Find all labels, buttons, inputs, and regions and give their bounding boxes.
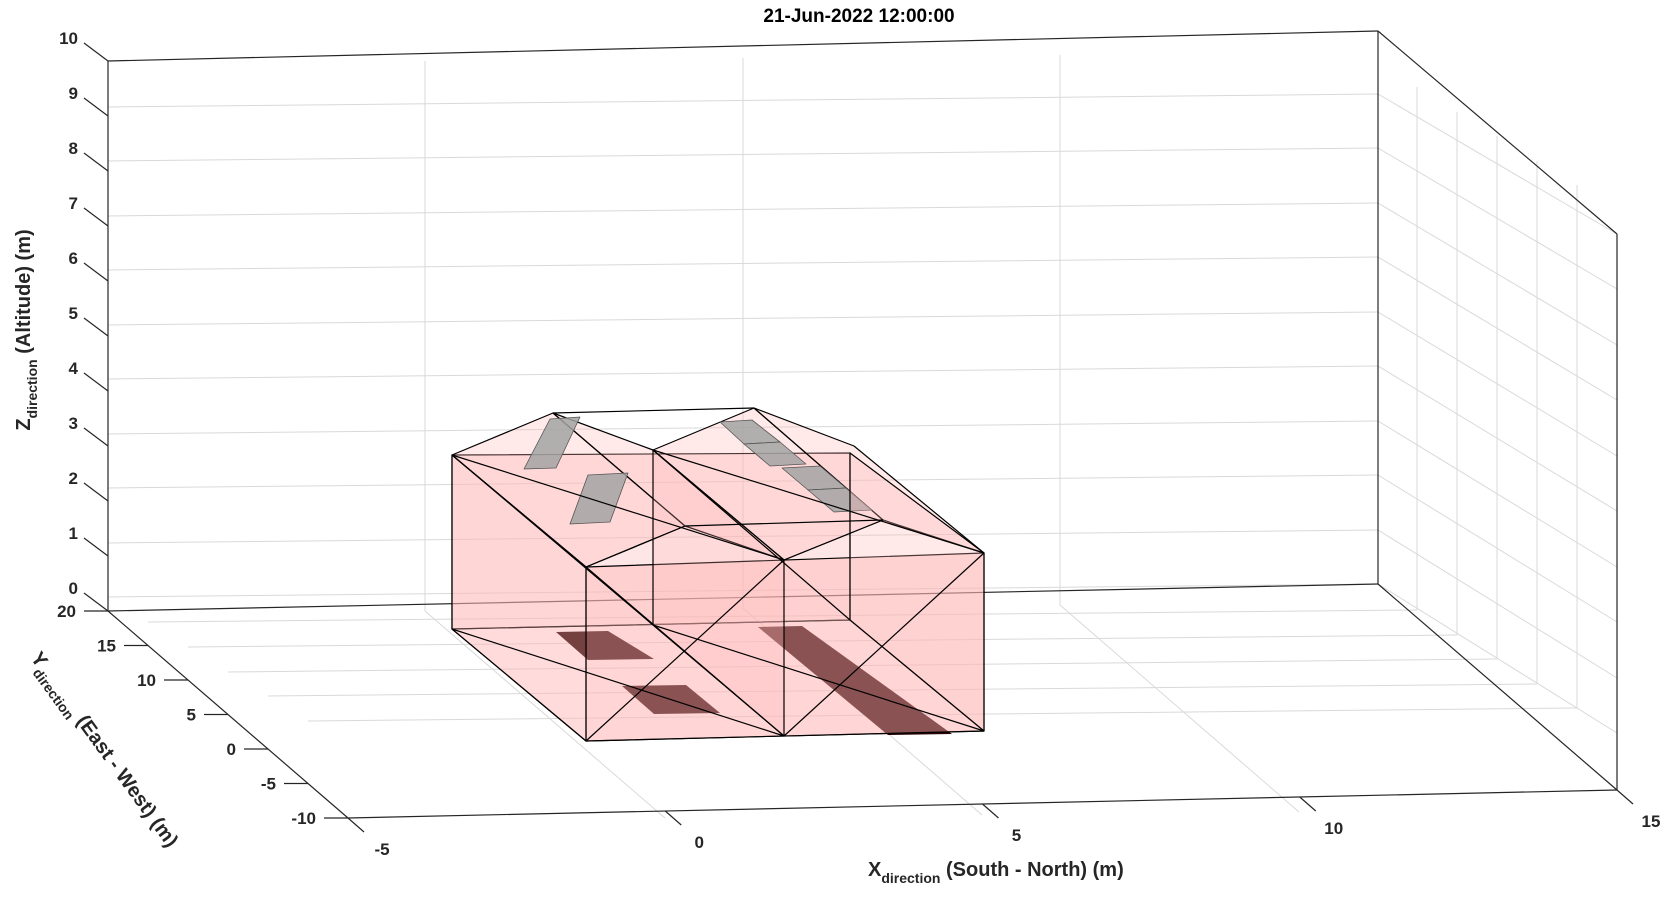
y-axis-tick-label: -10 xyxy=(291,809,316,828)
z-axis-tick-label: 4 xyxy=(69,359,79,378)
z-axis-tick-label: 2 xyxy=(69,469,78,488)
z-axis-tick-mark xyxy=(83,97,109,117)
x-axis-tick-mark xyxy=(347,817,365,833)
x-axis-tick-label: 0 xyxy=(695,833,704,852)
y-axis-tick-label: 15 xyxy=(97,637,116,656)
z-axis-tick-label: 1 xyxy=(69,524,78,543)
y-axis-tick-label: -5 xyxy=(261,775,276,794)
mesh-edges xyxy=(451,407,985,742)
z-axis-tick-mark xyxy=(83,42,109,62)
z-axis-tick-mark xyxy=(83,317,109,337)
z-axis-tick-label: 8 xyxy=(69,139,78,158)
z-axis-tick-label: 0 xyxy=(69,579,78,598)
z-axis-tick-label: 10 xyxy=(59,29,78,48)
z-axis-tick-mark xyxy=(83,537,109,557)
x-axis-tick-label: -5 xyxy=(374,840,389,859)
z-axis-label: Zdirection (Altitude) (m) xyxy=(13,229,40,430)
x-axis-tick-mark xyxy=(1616,789,1634,805)
y-axis-label: Ydirection (East - West) (m) xyxy=(22,648,182,854)
x-axis-tick-mark xyxy=(664,810,682,826)
building-model xyxy=(451,407,985,742)
y-axis-tick-label: 5 xyxy=(187,706,196,725)
y-axis-tick-label: 0 xyxy=(227,740,236,759)
x-axis-tick-mark xyxy=(982,803,999,819)
z-axis-tick-mark xyxy=(83,482,109,502)
x-axis-tick-label: 15 xyxy=(1642,812,1661,831)
y-axis-tick-label: 10 xyxy=(137,671,156,690)
z-axis-tick-label: 3 xyxy=(69,414,78,433)
x-axis-tick-label: 5 xyxy=(1012,826,1021,845)
x-axis-label: Xdirection (South - North) (m) xyxy=(868,859,1124,886)
z-axis-tick-mark xyxy=(83,427,109,447)
z-axis-tick-label: 6 xyxy=(69,249,78,268)
solar-panels xyxy=(523,416,873,525)
x-axis-tick-label: 10 xyxy=(1324,819,1343,838)
z-axis-tick-mark xyxy=(83,152,109,172)
gridlines xyxy=(107,55,1618,819)
shadow-strip xyxy=(758,626,952,735)
z-axis-tick-label: 5 xyxy=(69,304,78,323)
z-axis-tick-label: 7 xyxy=(69,194,78,213)
y-axis-tick-label: 20 xyxy=(57,602,76,621)
x-axis-tick-mark xyxy=(1299,796,1317,812)
z-axis-tick-mark xyxy=(83,372,109,392)
chart-title: 21-Jun-2022 12:00:00 xyxy=(763,6,954,27)
shadow-patch xyxy=(556,631,654,660)
z-axis-tick-mark xyxy=(83,207,109,227)
tick-labels: 0 1 2 3 4 5 6 7 8 9 10 -10 -5 0 5 10 15 20 -5 0 5 10 15 xyxy=(57,29,1660,859)
z-axis-tick-mark xyxy=(83,592,109,612)
z-axis-tick-mark xyxy=(83,262,109,282)
z-axis-tick-label: 9 xyxy=(69,84,78,103)
